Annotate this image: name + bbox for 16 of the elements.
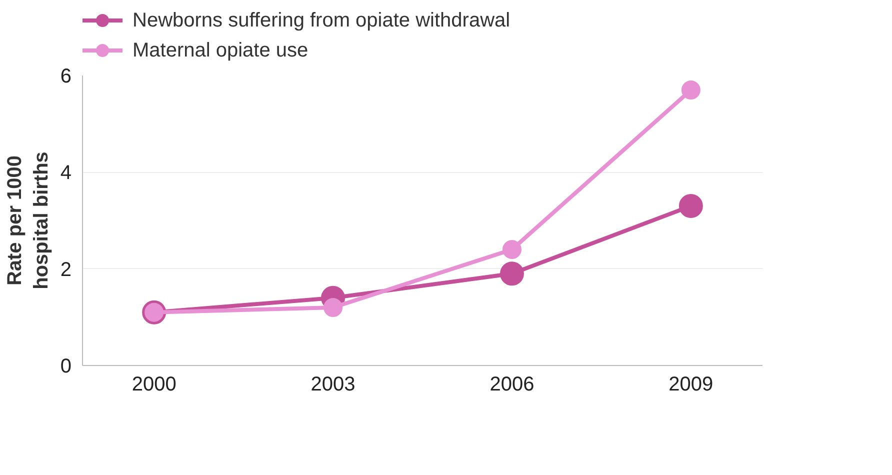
y-tick-label: 6	[60, 66, 72, 88]
y-tick-label: 0	[60, 356, 72, 378]
point	[502, 240, 522, 259]
y-tick-label: 2	[60, 258, 72, 281]
legend-label: Maternal opiate use	[132, 40, 308, 62]
x-tick-label: 2009	[668, 374, 714, 396]
legend-label: Newborns suffering from opiate withdrawal	[132, 10, 510, 32]
y-axis-title: Rate per 1000 hospital births	[4, 152, 52, 290]
point	[678, 194, 703, 218]
y-tick-label: 4	[60, 162, 72, 184]
point	[324, 298, 343, 317]
x-tick-label: 2000	[132, 374, 176, 396]
point	[500, 262, 524, 286]
point	[681, 80, 700, 100]
x-tick-label: 2003	[310, 374, 356, 396]
x-tick-label: 2006	[490, 374, 534, 396]
